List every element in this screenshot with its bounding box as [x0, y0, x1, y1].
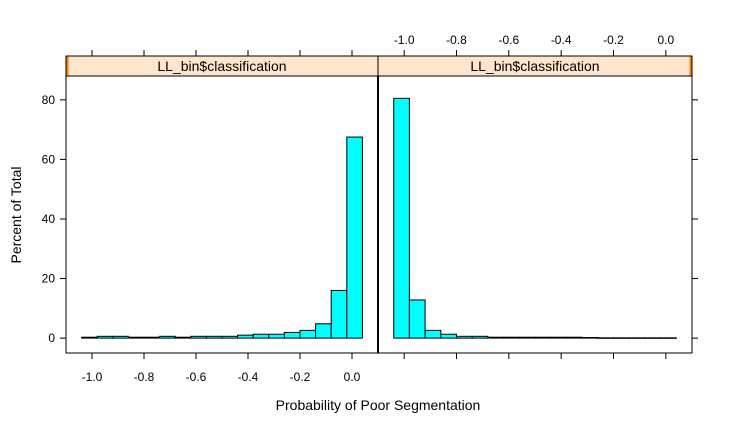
- x-tick-label-top: -0.2: [603, 33, 624, 47]
- bar-panel-2-bin-11: [550, 336, 567, 339]
- x-axis-title: Probability of Poor Segmentation: [276, 397, 481, 413]
- bar-panel-1-bin-1: [81, 336, 98, 339]
- bar-panel-1-bin-18: [346, 136, 363, 339]
- y-tick-label: 80: [42, 93, 56, 107]
- bar-panel-2-bin-15: [613, 337, 630, 339]
- bars-group: [81, 97, 677, 339]
- bar-panel-2-bin-14: [597, 337, 614, 339]
- bar-panel-1-bin-5: [143, 336, 161, 339]
- bar-panel-2-bin-12: [565, 336, 583, 339]
- x-tick-label-bottom: -0.2: [290, 370, 311, 384]
- bar-panel-1-bin-3: [112, 335, 129, 339]
- bar-panel-1-bin-11: [237, 334, 254, 339]
- x-tick-label-bottom: -0.6: [186, 370, 207, 384]
- strip-left-level-marker: [66, 56, 69, 76]
- bar-panel-2-bin-18: [660, 337, 677, 339]
- x-tick-label-top: -1.0: [394, 33, 415, 47]
- bar-panel-2-bin-5: [456, 335, 473, 339]
- strip-left-label: LL_bin$classification: [157, 58, 286, 74]
- x-tick-label-bottom: 0.0: [344, 370, 361, 384]
- x-tick-label-top: -0.6: [498, 33, 519, 47]
- x-tick-label-bottom: -0.4: [238, 370, 259, 384]
- bar-panel-2-bin-6: [471, 335, 489, 339]
- bar-panel-2-bin-3: [424, 329, 442, 339]
- y-tick-label: 40: [42, 212, 56, 226]
- y-tick-label: 60: [42, 152, 56, 166]
- strip-right: LL_bin$classification: [377, 55, 693, 77]
- bar-panel-2-bin-13: [581, 337, 599, 339]
- strip-left: LL_bin$classification: [65, 55, 379, 77]
- x-tick-label-top: -0.8: [446, 33, 467, 47]
- bar-panel-1-bin-15: [299, 329, 317, 339]
- bar-panel-2-bin-10: [534, 336, 552, 339]
- bar-panel-1-bin-8: [190, 335, 207, 339]
- ticks-group: 0 20 40 60 80 -1.0 -1.0 -0.8 -0.8 -0.6 -0.6 -0.4 -0.…: [42, 33, 698, 384]
- bar-panel-1-bin-4: [127, 336, 145, 339]
- x-tick-label-bottom: -0.8: [134, 370, 155, 384]
- bar-panel-2-bin-9: [518, 336, 536, 339]
- y-tick-label: 20: [42, 272, 56, 286]
- strip-right-label: LL_bin$classification: [470, 58, 599, 74]
- bar-panel-2-bin-2: [408, 299, 426, 339]
- bar-panel-1-bin-6: [159, 335, 176, 339]
- bar-panel-1-bin-13: [268, 333, 285, 339]
- bar-panel-1-bin-9: [205, 335, 223, 339]
- x-tick-label-top: -0.4: [551, 33, 572, 47]
- bar-panel-1-bin-17: [330, 289, 348, 339]
- bar-panel-2-bin-16: [628, 337, 646, 339]
- strip-right-level-marker: [689, 56, 692, 76]
- x-tick-label-bottom: -1.0: [82, 370, 103, 384]
- bar-panel-2-bin-7: [487, 336, 505, 339]
- bar-panel-1-bin-7: [174, 336, 192, 339]
- bar-panel-1-bin-14: [283, 331, 301, 339]
- bar-panel-2-bin-8: [503, 336, 520, 339]
- bar-panel-1-bin-2: [96, 335, 114, 339]
- x-tick-label-top: 0.0: [657, 33, 674, 47]
- bar-panel-2-bin-4: [440, 333, 457, 339]
- y-axis-title: Percent of Total: [8, 166, 24, 263]
- bar-panel-2-bin-17: [644, 337, 662, 339]
- bar-panel-1-bin-12: [252, 333, 270, 339]
- y-tick-label: 0: [48, 331, 55, 345]
- bar-panel-2-bin-1: [393, 97, 410, 339]
- bar-panel-1-bin-10: [221, 335, 239, 339]
- bar-panel-1-bin-16: [315, 323, 332, 339]
- strip-right-background: [377, 55, 693, 77]
